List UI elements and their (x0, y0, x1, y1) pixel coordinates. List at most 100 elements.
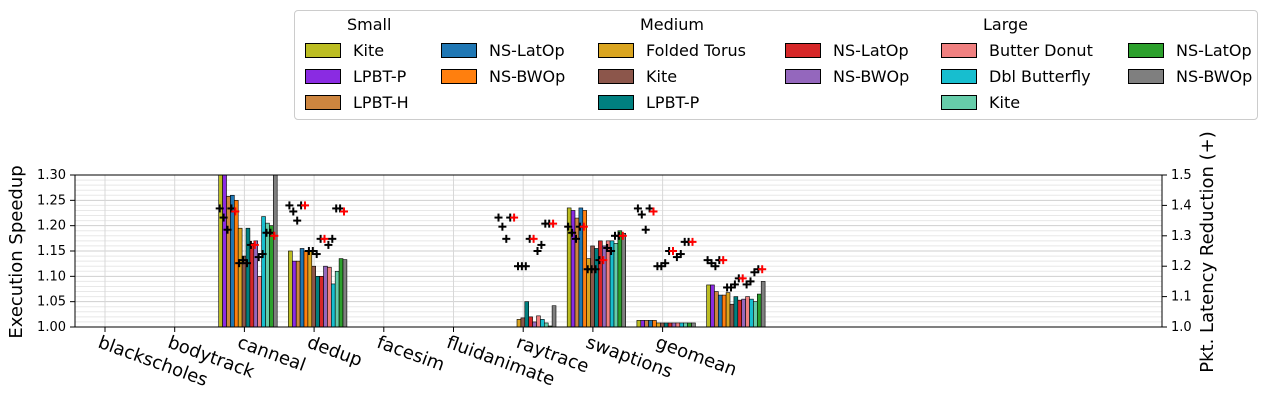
bar-raytrace-12 (613, 243, 619, 328)
legend-label: Butter Donut (989, 40, 1093, 60)
bar-fluidanimate-10 (536, 315, 541, 328)
legend-entry: LPBT-H (305, 91, 409, 113)
latency-marker-swaptions-14 (688, 237, 697, 246)
bar-bodytrack-9 (253, 240, 259, 328)
legend-entry: NS-BWOp (1128, 65, 1252, 87)
bar-canneal-11 (330, 283, 336, 328)
bar-raytrace-6 (590, 245, 595, 328)
legend-label: NS-LatOp (1176, 40, 1252, 60)
legend-label: Dbl Butterfly (989, 66, 1091, 86)
legend-label: Folded Torus (646, 40, 747, 60)
legend-label: NS-BWOp (1176, 66, 1253, 86)
bar-bodytrack-13 (269, 225, 274, 328)
y2-tick-label: 1.5 (1171, 168, 1192, 183)
legend-label: LPBT-P (353, 66, 407, 86)
bar-swaptions-1 (640, 320, 645, 328)
bar-swaptions-13 (687, 322, 692, 328)
y2-axis-label: Pkt. Latency Reduction (+) (1197, 131, 1218, 372)
latency-marker-raytrace-9 (599, 256, 608, 265)
legend-label: Kite (646, 66, 678, 86)
latency-marker-geomean-9 (738, 274, 747, 283)
latency-marker-fluidanimate-0 (494, 213, 503, 222)
latency-marker-canneal-10 (324, 240, 333, 249)
bar-fluidanimate-8 (528, 316, 533, 328)
bar-swaptions-9 (671, 322, 677, 328)
bar-canneal-1 (291, 260, 297, 328)
bar-canneal-7 (315, 276, 320, 328)
latency-marker-fluidanimate-7 (521, 262, 530, 271)
latency-marker-geomean-7 (730, 280, 739, 289)
latency-marker-swaptions-4 (649, 207, 658, 216)
latency-marker-fluidanimate-2 (502, 234, 511, 243)
legend-swatch (941, 68, 977, 84)
latency-marker-fluidanimate-1 (498, 222, 507, 231)
latency-marker-canneal-4 (301, 201, 309, 210)
latency-marker-fluidanimate-9 (529, 234, 538, 243)
legend-swatch (785, 68, 821, 84)
latency-marker-canneal-1 (289, 207, 298, 216)
legend-group-title: Large (983, 15, 1029, 34)
bar-raytrace-8 (598, 240, 603, 328)
legend-swatch (941, 42, 977, 58)
latency-marker-bodytrack-11 (258, 250, 267, 259)
y2-axis-ticks: 1.0 1.1 1.2 1.3 1.4 1.5 (1162, 168, 1192, 335)
legend-group-title: Small (347, 15, 392, 34)
y-axis-label: Execution Speedup (6, 165, 27, 338)
bar-bodytrack-5 (237, 227, 243, 328)
bar-geomean-3 (717, 294, 723, 328)
legend-entry: NS-LatOp (1128, 39, 1252, 61)
bar-bodytrack-6 (241, 255, 247, 328)
latency-marker-bodytrack-0 (215, 204, 224, 213)
bar-geomean-14 (760, 281, 766, 328)
bar-fluidanimate-6 (520, 317, 526, 328)
y-tick-label: 1.20 (37, 219, 66, 234)
bar-canneal-5 (307, 250, 313, 328)
legend-swatch (598, 94, 634, 110)
bar-bodytrack-10 (257, 276, 262, 328)
bar-geomean-6 (729, 303, 735, 328)
bar-geomean-12 (753, 301, 758, 328)
latency-marker-canneal-0 (285, 201, 294, 210)
legend-label: NS-LatOp (489, 40, 565, 60)
latency-marker-swaptions-9 (669, 247, 677, 255)
latency-marker-raytrace-11 (607, 247, 616, 255)
latency-marker-bodytrack-9 (250, 240, 259, 249)
bar-bodytrack-8 (249, 243, 255, 328)
legend-swatch (598, 42, 634, 58)
legend-entry: NS-BWOp (441, 65, 565, 87)
x-tick-label-dedup: dedup (304, 332, 365, 371)
bar-bodytrack-12 (265, 222, 270, 328)
legend-swatch (441, 42, 477, 58)
bar-swaptions-8 (667, 322, 673, 328)
bar-canneal-13 (338, 258, 344, 328)
legend-label: Kite (989, 92, 1021, 112)
legend-entry: Folded Torus (598, 39, 746, 61)
bar-fluidanimate-11 (540, 319, 545, 328)
bar-swaptions-5 (656, 322, 661, 328)
bar-raytrace-1 (570, 210, 576, 328)
legend-entry: NS-BWOp (785, 65, 909, 87)
bar-canneal-6 (311, 265, 316, 328)
bar-geomean-13 (756, 293, 762, 328)
bar-fluidanimate-14 (551, 305, 557, 328)
bar-swaptions-0 (636, 320, 642, 328)
latency-marker-raytrace-1 (568, 228, 577, 237)
bar-raytrace-2 (574, 217, 580, 328)
bar-swaptions-11 (679, 322, 684, 328)
bar-raytrace-13 (617, 230, 623, 328)
latency-marker-raytrace-4 (579, 222, 588, 231)
legend-swatch (441, 68, 477, 84)
latency-marker-swaptions-0 (633, 204, 642, 213)
legend-entry: Kite (305, 39, 384, 61)
bar-fluidanimate-7 (524, 301, 529, 328)
bar-canneal-9 (323, 265, 328, 328)
legend-swatch (785, 42, 821, 58)
legend-label: NS-LatOp (833, 40, 909, 60)
legend-swatch (1128, 68, 1164, 84)
legend-entry: LPBT-P (305, 65, 406, 87)
legend-label: NS-BWOp (833, 66, 910, 86)
y-tick-label: 1.25 (37, 193, 66, 208)
legend-swatch (305, 68, 341, 84)
y2-tick-label: 1.1 (1171, 290, 1192, 305)
